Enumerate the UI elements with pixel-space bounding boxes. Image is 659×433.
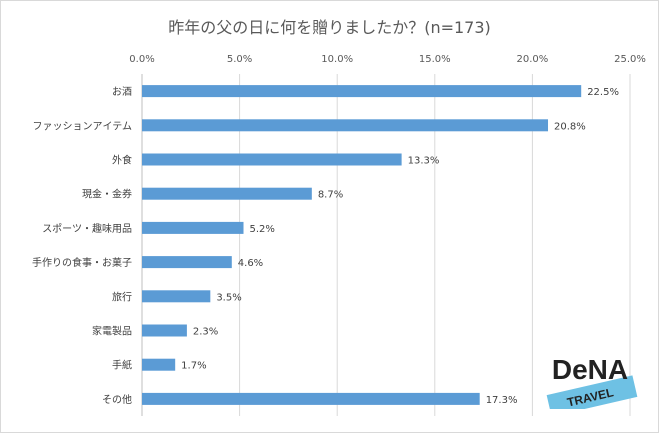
data-label: 20.8%: [554, 121, 586, 132]
bar: [142, 358, 176, 371]
labels: お酒 22.5% ファッションアイテム 20.8% 外食 13.3% 現金・金券 8.7% スポ…: [32, 86, 619, 406]
data-label: 3.5%: [216, 292, 241, 303]
x-axis-ticks: 0.0% 5.0% 10.0% 15.0% 20.0% 25.0%: [129, 54, 646, 65]
bar: [142, 221, 244, 234]
x-tick-label: 25.0%: [614, 54, 646, 65]
bar: [142, 119, 549, 132]
data-label: 2.3%: [193, 327, 218, 338]
bars: [142, 85, 582, 405]
data-label: 1.7%: [181, 361, 206, 372]
category-label: スポーツ・趣味用品: [42, 222, 132, 235]
data-label: 4.6%: [238, 258, 263, 269]
category-label: 手紙: [112, 359, 132, 372]
bar: [142, 392, 480, 405]
dena-travel-logo: TRAVEL DeNA: [546, 354, 638, 409]
data-label: 17.3%: [486, 395, 518, 406]
bar: [142, 187, 312, 200]
logo-brand: DeNA: [552, 354, 628, 385]
x-tick-label: 15.0%: [419, 54, 451, 65]
category-label: 外食: [112, 154, 132, 167]
x-tick-label: 20.0%: [517, 54, 549, 65]
chart-title: 昨年の父の日に何を贈りましたか？(n=173): [168, 18, 491, 37]
bar: [142, 324, 187, 337]
bar: [142, 85, 582, 98]
data-label: 13.3%: [408, 156, 440, 167]
x-tick-label: 5.0%: [227, 54, 252, 65]
category-label: ファッションアイテム: [33, 120, 133, 132]
bar: [142, 290, 211, 303]
data-label: 22.5%: [587, 87, 619, 98]
category-label: 家電製品: [92, 325, 132, 338]
data-label: 8.7%: [318, 190, 343, 201]
logo-band: [546, 375, 638, 409]
category-label: 旅行: [112, 290, 132, 303]
bar: [142, 256, 232, 269]
bar: [142, 153, 402, 166]
x-tick-label: 10.0%: [321, 54, 353, 65]
category-label: 手作りの食事・お菓子: [32, 256, 132, 269]
data-label: 5.2%: [250, 224, 275, 235]
category-label: 現金・金券: [82, 188, 132, 201]
category-label: お酒: [112, 86, 132, 98]
category-label: その他: [102, 393, 132, 406]
x-tick-label: 0.0%: [129, 54, 154, 65]
